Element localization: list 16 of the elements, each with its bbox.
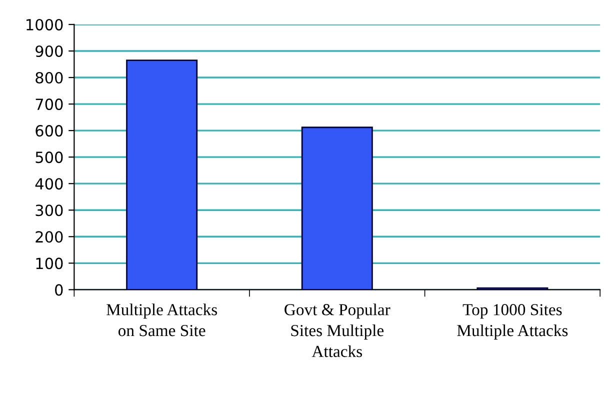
y-tick-label: 800 bbox=[36, 72, 63, 84]
y-tick-label: 1000 bbox=[26, 18, 63, 30]
y-tick-label: 500 bbox=[36, 152, 63, 164]
y-tick-label: 0 bbox=[55, 284, 63, 296]
x-tick-label: Multiple Attacks on Same Site bbox=[106, 304, 218, 336]
bar bbox=[301, 126, 373, 290]
y-tick-label: 100 bbox=[36, 258, 63, 270]
bar bbox=[126, 60, 198, 290]
y-tick-label: 700 bbox=[36, 98, 63, 110]
x-tick-label: Govt & Popular Sites Multiple Attacks bbox=[284, 304, 390, 358]
y-tick-label: 400 bbox=[35, 178, 63, 190]
y-tick-label: 200 bbox=[36, 231, 63, 243]
y-tick-label: 900 bbox=[36, 45, 63, 58]
y-tick-label: 600 bbox=[36, 125, 63, 137]
y-tick-label: 300 bbox=[36, 204, 63, 216]
x-tick-label: Top 1000 Sites Multiple Attacks bbox=[457, 304, 568, 340]
